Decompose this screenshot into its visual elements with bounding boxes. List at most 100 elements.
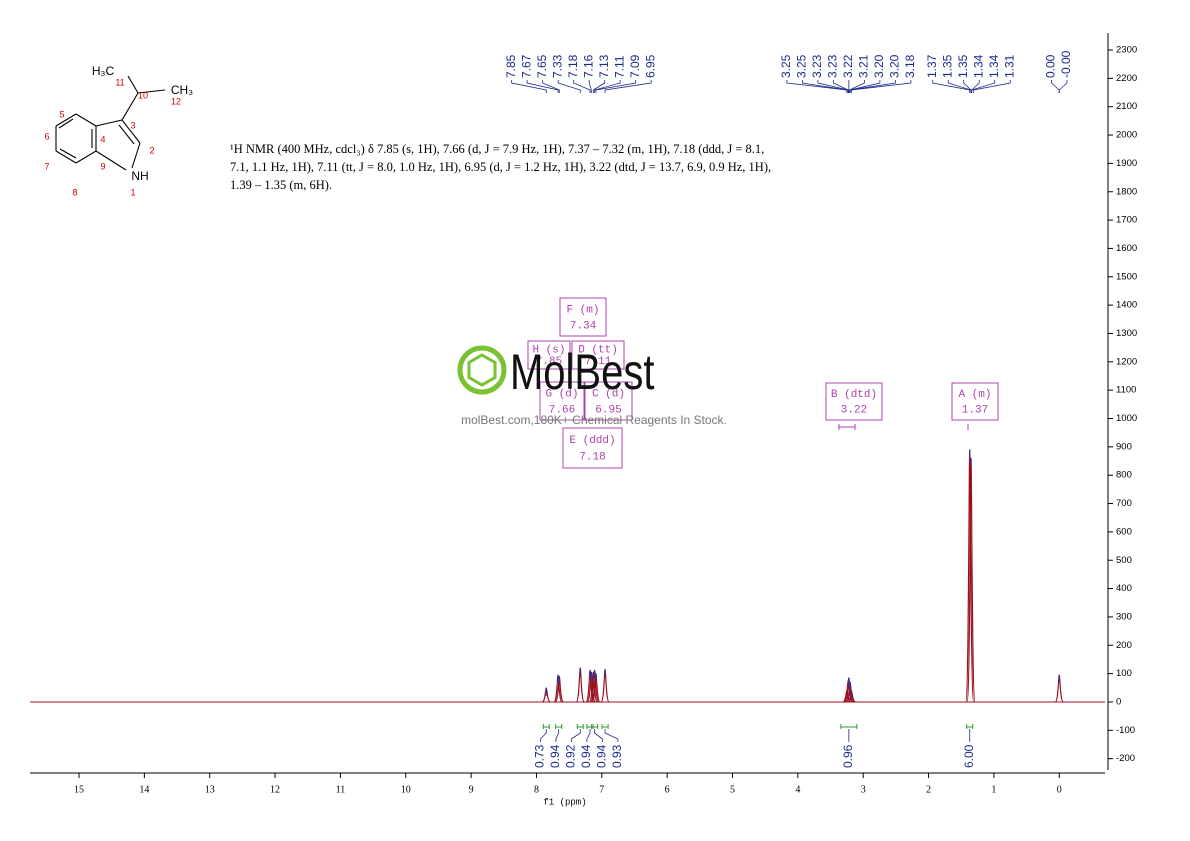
peak-label: -0.00: [1059, 50, 1073, 78]
peak-label: 7.16: [581, 54, 595, 78]
watermark-logo: [457, 345, 507, 395]
atom-label: 6: [44, 131, 49, 141]
peak-label-leader: [1058, 80, 1068, 93]
peak-label: 3.20: [872, 54, 886, 78]
integral-label: 0.94: [579, 744, 593, 768]
integral-leader: [586, 729, 591, 742]
integral-bracket: [555, 724, 563, 729]
multiplet-box: [951, 382, 999, 421]
y-tick-label: 1200: [1116, 356, 1137, 367]
multiplet-box: [825, 382, 883, 421]
peak-label-leader: [932, 80, 971, 93]
multiplet-name: C (d): [592, 388, 625, 400]
peak-label: 1.35: [940, 54, 954, 78]
y-tick-label: 1100: [1116, 385, 1136, 396]
peak-label: 3.20: [888, 54, 902, 78]
peak-label: 7.13: [597, 54, 611, 78]
integral-label: 6.00: [962, 744, 976, 768]
peak: [965, 449, 975, 703]
peak-label-leader: [849, 80, 865, 93]
integral-label: 0.94: [595, 744, 609, 768]
atom-label: 8: [72, 187, 77, 197]
y-tick-label: 300: [1116, 611, 1132, 622]
peak-label: 3.22: [841, 54, 855, 78]
molecule-bonds: [55, 75, 166, 171]
peak-label: 7.33: [550, 54, 564, 78]
peak-label-leader: [595, 80, 637, 93]
integral-bracket: [542, 724, 550, 729]
integral-label: 0.73: [533, 744, 547, 768]
peak-label: 3.21: [857, 54, 871, 78]
x-tick-label: 4: [795, 784, 800, 795]
atom-label: 1: [130, 187, 135, 197]
peak-label-leader: [588, 80, 592, 93]
peak-label-leader: [573, 80, 591, 93]
peak-label: 7.85: [504, 54, 518, 78]
peaks: [30, 449, 1105, 703]
multiplet-box: [559, 297, 607, 337]
peak-label-leader: [849, 80, 881, 93]
y-tick-label: 1700: [1116, 215, 1137, 226]
multiplet-shift: 6.95: [595, 404, 621, 416]
integral-label: 0.92: [564, 744, 578, 768]
peak-label-leader: [971, 80, 996, 93]
peak-label: 1.35: [956, 54, 970, 78]
multiplet-box: [527, 340, 571, 370]
peak-label: 3.25: [779, 54, 793, 78]
integral-leader: [604, 729, 619, 742]
integral-leader: [555, 729, 560, 742]
integral-leader: [540, 729, 547, 742]
peak-label-leader: [604, 80, 652, 93]
atom-label: 10: [138, 90, 148, 100]
peak-label: 7.18: [566, 54, 580, 78]
peak: [591, 673, 601, 703]
atom-label: 5: [59, 109, 64, 119]
peak-label: 7.09: [628, 54, 642, 78]
x-tick-label: 11: [336, 784, 346, 795]
y-tick-label: 1300: [1116, 328, 1137, 339]
peak-label: 3.18: [903, 54, 917, 78]
multiplet-name: B (dtd): [831, 389, 877, 401]
peak-label: 0.00: [1044, 54, 1058, 78]
y-tick-label: 2300: [1116, 45, 1137, 56]
y-tick-label: -200: [1116, 753, 1135, 764]
multiplet-shift: 7.34: [570, 320, 597, 332]
x-tick-label: 15: [74, 784, 84, 795]
y-tick-label: 2200: [1116, 73, 1137, 84]
peak-label-leader: [1051, 80, 1060, 93]
x-tick-label: 3: [861, 784, 866, 795]
y-tick-label: 800: [1116, 470, 1132, 481]
atom-label: 11: [115, 77, 124, 87]
integral-bracket: [840, 724, 858, 729]
multiplet-name: F (m): [566, 304, 599, 316]
multiplet-shift: 7.66: [549, 404, 575, 416]
multiplet-box: [539, 381, 585, 421]
peak-label-leader: [963, 80, 972, 93]
watermark-brand: MolBest: [510, 344, 655, 400]
peak-label: 3.23: [810, 54, 824, 78]
atom-label: 3: [130, 120, 135, 130]
multiplet-name: G (d): [545, 388, 578, 400]
atom-label: 9: [100, 161, 105, 171]
x-tick-label: 9: [469, 784, 474, 795]
peak-label: 7.67: [519, 54, 533, 78]
atom-label: NH: [131, 169, 148, 183]
atom-label: H₃C: [92, 64, 115, 78]
multiplet-shift: 7.18: [579, 452, 605, 464]
y-tick-label: 100: [1116, 668, 1132, 679]
integral-bracket: [591, 724, 599, 729]
multiplet-shift: 3.22: [841, 405, 867, 417]
peak-label: 1.34: [971, 54, 985, 78]
x-tick-label: 0: [1057, 784, 1062, 795]
y-tick-label: -100: [1116, 725, 1135, 736]
peak-label-leader: [557, 80, 581, 93]
multiplet-name: E (ddd): [569, 435, 615, 447]
watermark-logo-hex: [467, 353, 497, 387]
peak-label-leader: [594, 80, 621, 93]
integral-leader: [571, 729, 581, 742]
atom-label: 7: [44, 161, 49, 171]
integral-bracket: [576, 724, 584, 729]
y-tick-label: 1400: [1116, 300, 1137, 311]
multiplet-name: H (s): [532, 344, 565, 356]
integral-bracket: [601, 724, 609, 729]
